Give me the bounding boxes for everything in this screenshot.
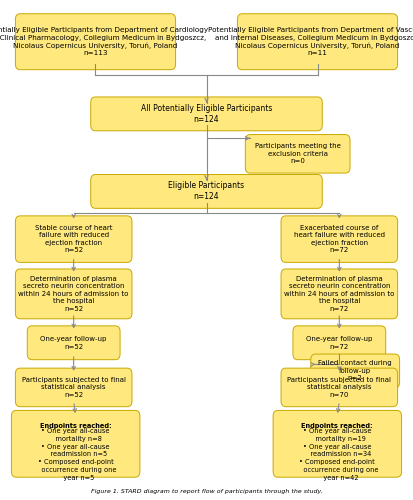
Text: Participants subjected to final
statistical analysis
n=52: Participants subjected to final statisti… xyxy=(21,377,126,398)
Text: Determination of plasma
secreto neurin concentration
within 24 hours of admissio: Determination of plasma secreto neurin c… xyxy=(19,276,129,312)
FancyBboxPatch shape xyxy=(245,134,350,173)
Text: Exacerbated course of
heart failure with reduced
ejection fraction
n=72: Exacerbated course of heart failure with… xyxy=(294,225,385,254)
Text: Failed contact during
follow-up
n=2: Failed contact during follow-up n=2 xyxy=(318,360,392,382)
Text: • One year all-cause
   mortality n=8
• One year all-cause
   readmission n=5
• : • One year all-cause mortality n=8 • One… xyxy=(35,420,116,480)
FancyBboxPatch shape xyxy=(15,216,132,262)
FancyBboxPatch shape xyxy=(91,174,322,208)
Text: One-year follow-up
n=72: One-year follow-up n=72 xyxy=(306,336,373,349)
FancyBboxPatch shape xyxy=(15,14,176,70)
Text: Figure 1. STARD diagram to report flow of participants through the study.: Figure 1. STARD diagram to report flow o… xyxy=(90,490,323,494)
FancyBboxPatch shape xyxy=(281,269,398,319)
Text: Endpoints reached:: Endpoints reached: xyxy=(301,423,373,429)
FancyBboxPatch shape xyxy=(15,368,132,406)
FancyBboxPatch shape xyxy=(91,97,322,131)
Text: Eligible Participants
n=124: Eligible Participants n=124 xyxy=(169,182,244,202)
Text: Potentially Eligible Participants from Department of Cardiology
and Clinical Pha: Potentially Eligible Participants from D… xyxy=(0,27,209,56)
Text: All Potentially Eligible Participants
n=124: All Potentially Eligible Participants n=… xyxy=(141,104,272,124)
FancyBboxPatch shape xyxy=(273,410,401,477)
Text: Potentially Eligible Participants from Department of Vascular
and Internal Disea: Potentially Eligible Participants from D… xyxy=(209,27,413,56)
FancyBboxPatch shape xyxy=(15,269,132,319)
Text: • One year all-cause
   mortality n=19
• One year all-cause
   readmission n=34
: • One year all-cause mortality n=19 • On… xyxy=(297,420,378,480)
FancyBboxPatch shape xyxy=(12,410,140,477)
Text: Determination of plasma
secreto neurin concentration
within 24 hours of admissio: Determination of plasma secreto neurin c… xyxy=(284,276,394,312)
Text: Endpoints reached:: Endpoints reached: xyxy=(40,423,112,429)
FancyBboxPatch shape xyxy=(27,326,120,360)
FancyBboxPatch shape xyxy=(311,354,400,388)
FancyBboxPatch shape xyxy=(237,14,398,70)
Text: One-year follow-up
n=52: One-year follow-up n=52 xyxy=(40,336,107,349)
FancyBboxPatch shape xyxy=(281,368,398,406)
Text: Participants subjected to final
statistical analysis
n=70: Participants subjected to final statisti… xyxy=(287,377,392,398)
Text: Participants meeting the
exclusion criteria
n=0: Participants meeting the exclusion crite… xyxy=(255,144,341,165)
FancyBboxPatch shape xyxy=(281,216,398,262)
FancyBboxPatch shape xyxy=(293,326,386,360)
Text: Stable course of heart
failure with reduced
ejection fraction
n=52: Stable course of heart failure with redu… xyxy=(35,225,112,254)
